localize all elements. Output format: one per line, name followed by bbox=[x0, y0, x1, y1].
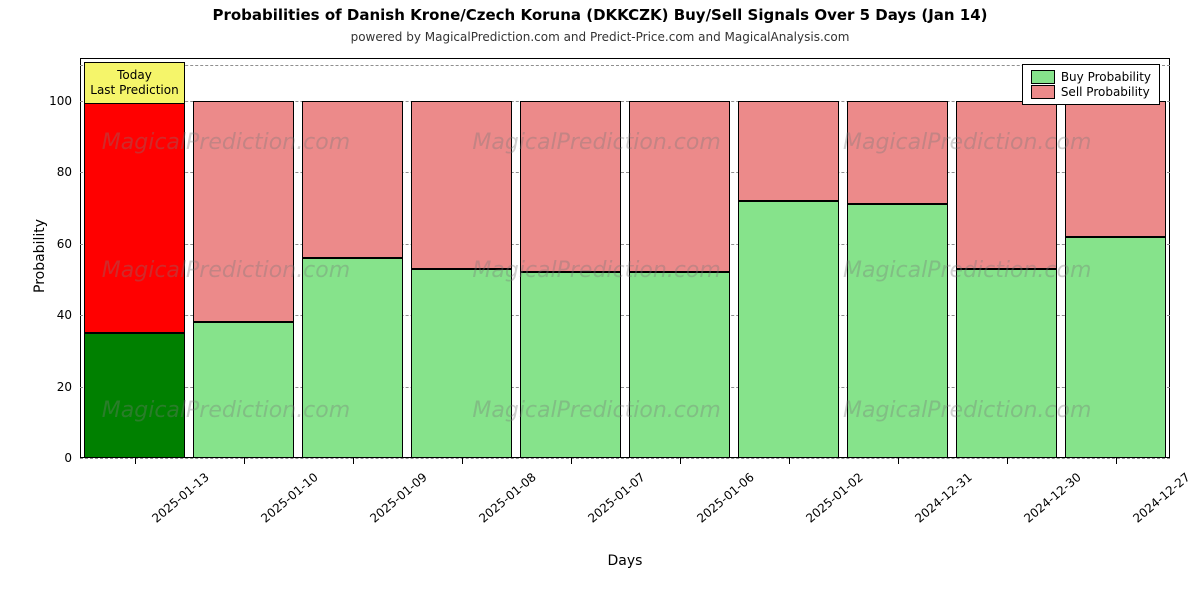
x-tick bbox=[898, 458, 899, 464]
x-tick bbox=[571, 458, 572, 464]
y-tick-label: 20 bbox=[57, 380, 80, 394]
bar-sell bbox=[956, 101, 1056, 269]
x-tick-label: 2025-01-13 bbox=[149, 470, 211, 526]
x-axis-label: Days bbox=[80, 553, 1170, 569]
bar-buy bbox=[1065, 237, 1165, 458]
bar-sell bbox=[411, 101, 511, 269]
bar-sell bbox=[520, 101, 620, 272]
x-tick bbox=[789, 458, 790, 464]
y-tick-label: 40 bbox=[57, 308, 80, 322]
bar-buy bbox=[193, 322, 293, 458]
legend-label: Sell Probability bbox=[1061, 85, 1150, 99]
x-tick-label: 2025-01-09 bbox=[367, 470, 429, 526]
x-tick-label: 2025-01-07 bbox=[585, 470, 647, 526]
y-tick-label: 100 bbox=[49, 94, 80, 108]
figure: Probabilities of Danish Krone/Czech Koru… bbox=[0, 0, 1200, 600]
x-tick bbox=[462, 458, 463, 464]
bar-buy bbox=[84, 333, 184, 458]
today-callout-line: Last Prediction bbox=[90, 83, 178, 98]
y-tick-label: 60 bbox=[57, 237, 80, 251]
x-tick-label: 2024-12-27 bbox=[1130, 470, 1192, 526]
x-tick bbox=[353, 458, 354, 464]
legend-item: Buy Probability bbox=[1031, 70, 1151, 84]
bar-buy bbox=[738, 201, 838, 458]
x-tick-label: 2025-01-06 bbox=[694, 470, 756, 526]
today-callout-line: Today bbox=[117, 68, 152, 83]
bar-sell bbox=[302, 101, 402, 258]
bar-buy bbox=[302, 258, 402, 458]
bar-sell bbox=[84, 101, 184, 333]
y-gridline bbox=[80, 65, 1170, 66]
bar-buy bbox=[629, 272, 729, 458]
x-tick-label: 2025-01-10 bbox=[258, 470, 320, 526]
x-tick bbox=[1116, 458, 1117, 464]
chart-title: Probabilities of Danish Krone/Czech Koru… bbox=[0, 6, 1200, 24]
x-tick-label: 2025-01-02 bbox=[803, 470, 865, 526]
today-callout: TodayLast Prediction bbox=[84, 62, 184, 105]
y-axis-label: Probability bbox=[32, 219, 48, 293]
x-tick-label: 2025-01-08 bbox=[476, 470, 538, 526]
x-tick-label: 2024-12-30 bbox=[1021, 470, 1083, 526]
bar-buy bbox=[520, 272, 620, 458]
legend-swatch bbox=[1031, 70, 1055, 84]
legend-label: Buy Probability bbox=[1061, 70, 1151, 84]
y-tick-label: 80 bbox=[57, 165, 80, 179]
bar-sell bbox=[738, 101, 838, 201]
x-tick-label: 2024-12-31 bbox=[912, 470, 974, 526]
bar-sell bbox=[1065, 101, 1165, 237]
bar-sell bbox=[193, 101, 293, 322]
bar-sell bbox=[847, 101, 947, 205]
bar-sell bbox=[629, 101, 729, 272]
legend-item: Sell Probability bbox=[1031, 85, 1151, 99]
plot-area: 0204060801002025-01-132025-01-102025-01-… bbox=[80, 58, 1170, 458]
x-tick bbox=[680, 458, 681, 464]
chart-subtitle: powered by MagicalPrediction.com and Pre… bbox=[0, 30, 1200, 44]
bar-buy bbox=[956, 269, 1056, 458]
legend-swatch bbox=[1031, 85, 1055, 99]
y-tick-label: 0 bbox=[64, 451, 80, 465]
legend: Buy ProbabilitySell Probability bbox=[1022, 64, 1160, 105]
bar-buy bbox=[411, 269, 511, 458]
x-tick bbox=[1007, 458, 1008, 464]
x-tick bbox=[244, 458, 245, 464]
bar-buy bbox=[847, 204, 947, 458]
x-tick bbox=[135, 458, 136, 464]
